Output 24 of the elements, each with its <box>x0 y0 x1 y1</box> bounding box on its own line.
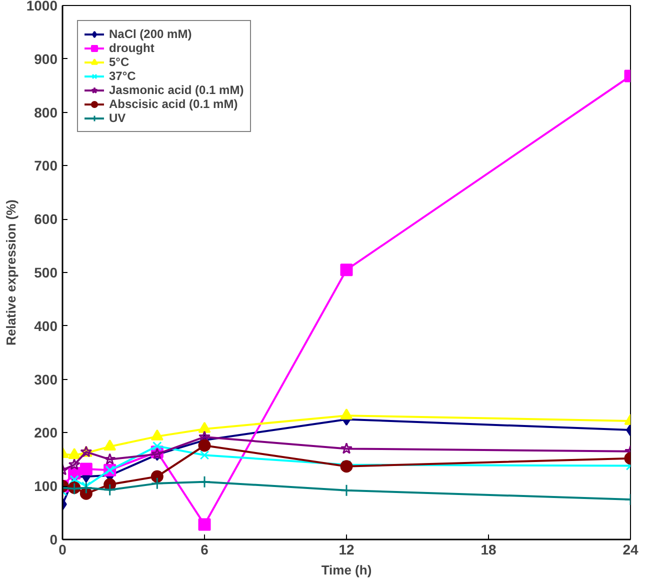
legend-label: Jasmonic acid (0.1 mM) <box>109 83 244 97</box>
y-tick-label: 1000 <box>26 0 58 14</box>
y-tick-label: 800 <box>34 104 58 120</box>
y-tick-label: 0 <box>50 532 58 548</box>
y-tick-label: 200 <box>34 424 58 441</box>
y-tick-label: 900 <box>34 50 58 67</box>
y-tick-label: 600 <box>34 211 58 228</box>
y-axis-title: Relative expression (%) <box>3 200 18 346</box>
y-tick-label: 500 <box>34 264 58 280</box>
legend-label: Abscisic acid (0.1 mM) <box>109 97 238 111</box>
legend-label: 37°C <box>109 69 136 83</box>
x-tick-label: 24 <box>622 542 638 558</box>
legend-label: 5°C <box>109 55 130 69</box>
legend-label: drought <box>109 41 154 55</box>
x-axis-title: Time (h) <box>321 562 372 578</box>
y-tick-label: 300 <box>34 371 58 388</box>
y-tick-label: 400 <box>34 318 58 334</box>
legend-label: NaCl (200 mM) <box>109 27 192 41</box>
legend-label: UV <box>109 111 127 125</box>
x-tick-label: 18 <box>480 542 496 558</box>
x-tick-label: 6 <box>200 542 209 558</box>
y-tick-label: 100 <box>34 478 58 494</box>
y-tick-label: 700 <box>34 158 58 174</box>
x-tick-label: 12 <box>338 542 354 558</box>
